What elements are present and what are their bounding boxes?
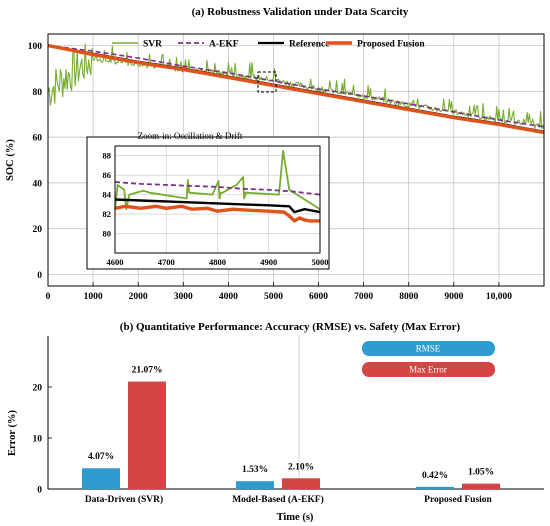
bar-data-label: 2.10% <box>288 462 314 472</box>
chart-a-x-tick-label: 2000 <box>129 292 148 302</box>
chart-b-category-label: Proposed Fusion <box>424 495 492 505</box>
chart-b-y-ticks: 0 10 20 <box>33 384 52 496</box>
chart-a-y-ticks: 0 20 40 60 80 100 <box>28 42 43 281</box>
series-line-a-ekf <box>47 44 545 128</box>
legend-label: Proposed Fusion <box>357 40 425 50</box>
chart-a-y-tick-label: 20 <box>33 225 43 235</box>
inset-series-line-proposed-fusion <box>114 204 320 223</box>
chart-a-x-tick-label: 0 <box>46 292 51 302</box>
inset-title: Zoom-in: Oscillation & Drift <box>138 131 243 141</box>
legend-label: RMSE <box>416 344 441 354</box>
inset-x-tick-label: 4600 <box>107 257 124 267</box>
chart-a-x-tick-label: 3000 <box>174 292 193 302</box>
bar-data-label: 1.05% <box>468 468 494 478</box>
chart-a-y-tick-label: 60 <box>33 134 43 144</box>
chart-b-x-label: Time (s) <box>277 512 314 523</box>
zoom-region-marker <box>257 71 277 93</box>
chart-b-bars: 4.07% 21.07% 1.53% 2.10% 0.42% 1.05% <box>82 366 500 489</box>
chart-b-categories: Data-Driven (SVR) Model-Based (A-EKF) Prop… <box>85 494 493 505</box>
inset-frame <box>114 145 321 254</box>
series-line-proposed-fusion <box>47 43 545 135</box>
chart-a-x-tick-label: 4000 <box>219 292 238 302</box>
chart-a-x-tick-label: 7000 <box>354 292 373 302</box>
chart-b-category-label: Model-Based (A-EKF) <box>232 494 324 505</box>
chart-a-y-tick-label: 0 <box>37 271 42 281</box>
inset-x-ticks: 4600 4700 4800 4900 5000 <box>107 257 329 267</box>
chart-a-x-tick-label: 1000 <box>84 292 103 302</box>
bar-rmse <box>82 468 120 489</box>
series-line-svr <box>47 43 545 130</box>
bar-data-label: 4.07% <box>88 452 114 462</box>
chart-a-x-tick-label: 10,000 <box>486 292 512 302</box>
bar-data-label: 0.42% <box>422 471 448 481</box>
bar-max-error <box>128 381 166 489</box>
chart-a-title: (a) Robustness Validation under Data Sca… <box>192 6 409 18</box>
legend-swatch-max-error <box>362 362 495 377</box>
chart-a-y-label: SOC (%) <box>5 139 16 181</box>
inset-y-ticks: 80 82 84 86 88 <box>103 151 112 239</box>
inset-plot-area <box>114 150 321 223</box>
chart-a-y-tick-label: 80 <box>33 88 43 98</box>
bar-rmse <box>236 481 274 489</box>
chart-a-x-tick-label: 6000 <box>309 292 328 302</box>
legend-label: SVR <box>143 40 162 50</box>
chart-a-x-ticks: 0 1000 2000 3000 4000 5000 6000 7000 8000 9000 10,… <box>46 282 512 302</box>
inset-y-tick-label: 84 <box>103 190 112 200</box>
legend-swatch-rmse <box>362 341 495 356</box>
legend-label: Reference <box>289 40 329 50</box>
inset-y-tick-label: 88 <box>103 151 112 161</box>
bar-data-label: 1.53% <box>242 465 268 475</box>
inset-series-line-a-ekf <box>114 181 321 196</box>
inset-x-tick-label: 4700 <box>158 257 175 267</box>
chart-b-title: (b) Quantitative Performance: Accuracy (… <box>120 321 461 333</box>
bar-rmse <box>416 486 454 489</box>
chart-b-y-tick-label: 0 <box>37 486 42 496</box>
chart-a-frame <box>47 33 545 287</box>
inset-x-tick-label: 4900 <box>260 257 277 267</box>
chart-b-y-label: Error (%) <box>7 410 18 456</box>
chart-b-category-label: Data-Driven (SVR) <box>85 494 163 505</box>
inset-series-line-reference <box>114 198 321 214</box>
inset-y-tick-label: 82 <box>103 209 112 219</box>
chart-a-x-tick-label: 8000 <box>399 292 418 302</box>
bar-max-error <box>282 478 320 489</box>
legend-label: Max Error <box>409 365 447 375</box>
chart-a-x-tick-label: 5000 <box>264 292 283 302</box>
inset-y-tick-label: 80 <box>103 229 112 239</box>
chart-a-legend: SVR A-EKF Reference Proposed Fusion <box>112 40 425 50</box>
inset-x-tick-label: 4800 <box>209 257 226 267</box>
inset-y-tick-label: 86 <box>103 170 112 180</box>
bar-max-error <box>462 483 500 489</box>
chart-a-plot-area <box>47 43 545 135</box>
chart-a-x-tick-label: 9000 <box>444 292 463 302</box>
chart-a-y-tick-label: 100 <box>28 42 43 52</box>
chart-a-y-tick-label: 40 <box>33 179 43 189</box>
inset-chart: Zoom-in: Oscillation & Drift 4600 4700 480… <box>86 131 330 270</box>
chart-b-legend: RMSE Max Error <box>362 341 495 377</box>
legend-label: A-EKF <box>209 40 239 50</box>
chart-b-y-tick-label: 20 <box>33 384 43 394</box>
chart-b-y-tick-label: 10 <box>33 435 43 445</box>
inset-x-tick-label: 5000 <box>312 257 329 267</box>
bar-data-label: 21.07% <box>132 366 163 376</box>
